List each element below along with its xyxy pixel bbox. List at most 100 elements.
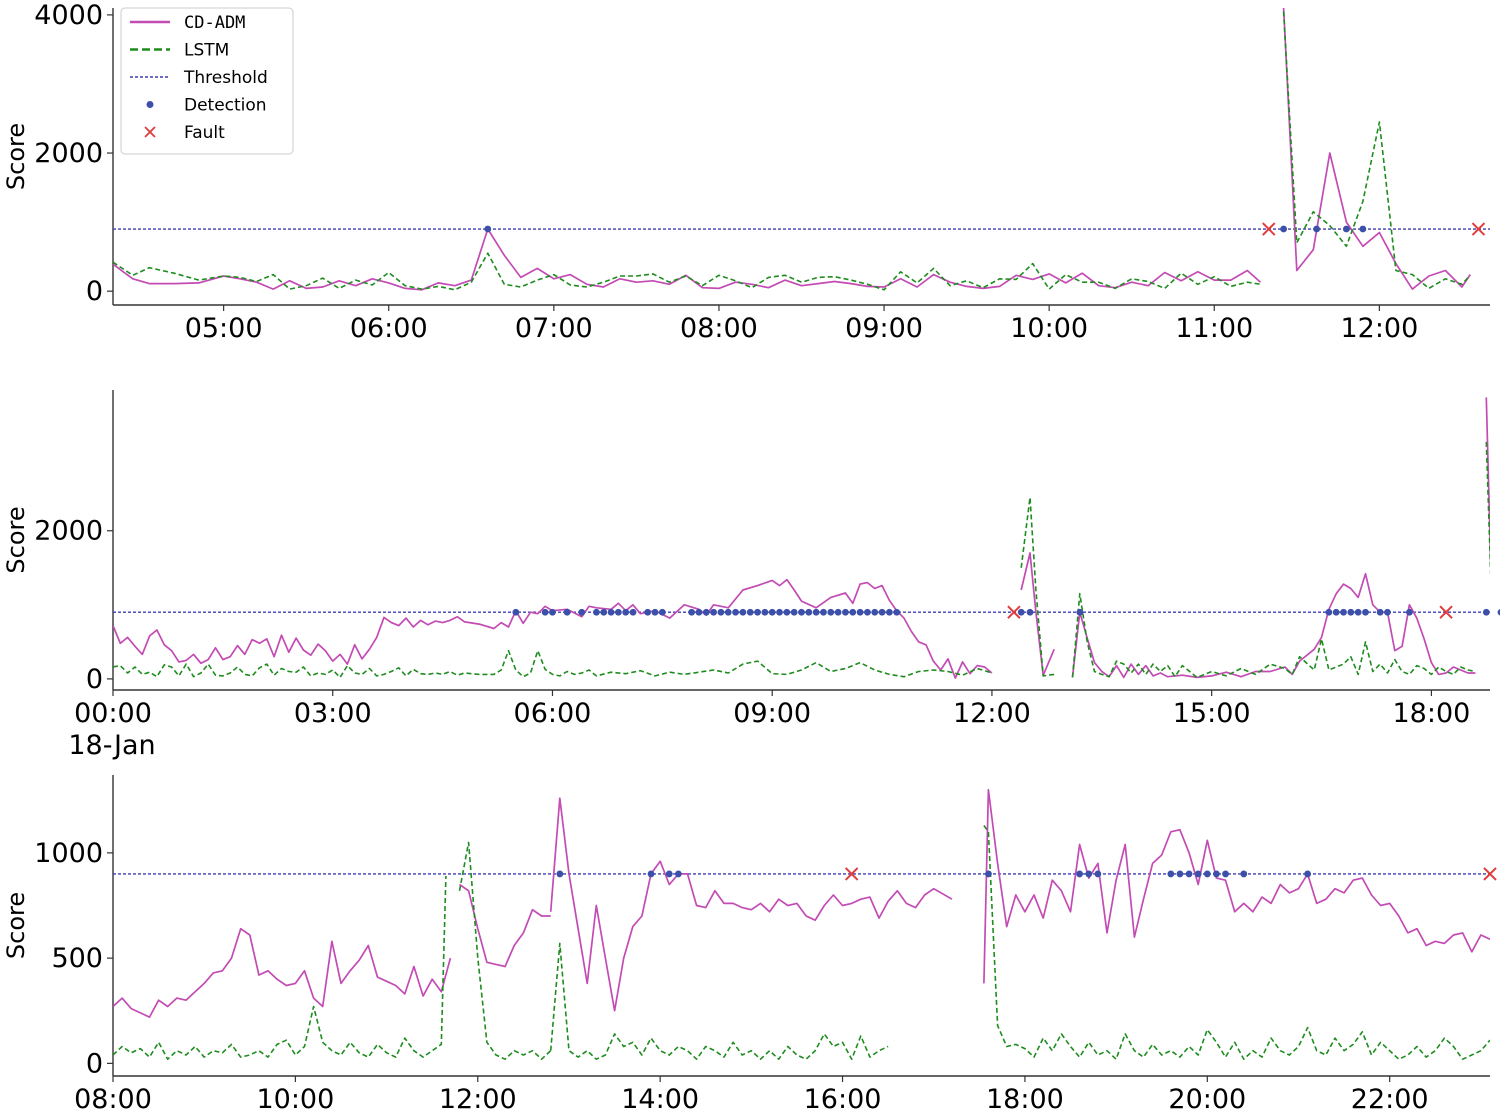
detection-point xyxy=(1347,608,1355,616)
detection-point xyxy=(644,608,652,616)
detection-point xyxy=(1194,870,1202,878)
plot-area xyxy=(113,8,1490,291)
detection-point xyxy=(1213,870,1220,878)
detection-point xyxy=(885,608,893,616)
detection-point xyxy=(1340,608,1347,616)
detection-point xyxy=(556,870,564,878)
detection-point xyxy=(674,870,682,878)
cd-adm-series-line xyxy=(983,788,1490,984)
detection-point xyxy=(798,608,805,616)
detection-point xyxy=(1076,608,1084,616)
detection-point xyxy=(1325,608,1333,616)
legend-label: Threshold xyxy=(183,68,268,88)
detection-point xyxy=(1313,225,1321,233)
x-tick-label: 10:00 xyxy=(256,1084,334,1111)
fault-marker xyxy=(1483,867,1497,881)
detection-point xyxy=(985,870,992,878)
detection-point xyxy=(629,608,637,616)
detection-point xyxy=(761,608,769,616)
x-tick-label: 00:00 xyxy=(74,698,152,729)
legend-label: CD-ADM xyxy=(184,13,245,33)
x-tick-label: 08:00 xyxy=(680,313,758,344)
detection-point xyxy=(1332,608,1340,616)
detection-point xyxy=(1185,870,1193,878)
panel-middle: 00:00 03:00 06:00 09:00 12:00 15:00 18:00 18-Ja… xyxy=(2,390,1500,761)
lstm-series-line xyxy=(113,875,447,1060)
detection-point xyxy=(893,608,901,616)
x-tick-label: 20:00 xyxy=(1168,1084,1246,1111)
detection-point xyxy=(578,608,586,616)
detection-point xyxy=(710,608,718,616)
detection-point xyxy=(614,608,622,616)
detection-point xyxy=(695,608,703,616)
lstm-series-line xyxy=(983,825,1490,1060)
detection-point xyxy=(665,870,673,878)
detection-point xyxy=(827,608,835,616)
lstm-series-line xyxy=(1282,11,1471,290)
detection-point xyxy=(776,608,783,616)
detection-point xyxy=(1240,870,1248,878)
cd-adm-series-line xyxy=(113,578,993,679)
y-tick-label: 2000 xyxy=(34,138,103,169)
fault-marker xyxy=(1007,605,1021,619)
cd-adm-series-line xyxy=(1485,397,1490,570)
detection-point xyxy=(849,608,857,616)
fault-marker xyxy=(844,867,859,881)
detection-point xyxy=(842,608,849,616)
detection-point xyxy=(607,608,615,616)
detection-point xyxy=(1384,608,1391,616)
y-axis-label: Score xyxy=(2,123,30,190)
legend-item: LSTM xyxy=(130,41,229,61)
panel-bottom: 08:00 10:00 12:00 14:00 16:00 18:00 20:00 22:00… xyxy=(2,775,1497,1111)
detection-point xyxy=(783,608,791,616)
detection-point xyxy=(702,608,710,616)
lstm-series-line xyxy=(113,649,993,679)
x-tick-label: 05:00 xyxy=(185,313,263,344)
cd-adm-series-line xyxy=(113,228,1262,291)
legend-swatch xyxy=(146,101,154,108)
detection-point xyxy=(593,608,600,616)
y-tick-label: 500 xyxy=(51,943,103,974)
x-tick-label: 12:00 xyxy=(1340,313,1418,344)
detection-point xyxy=(1497,608,1500,616)
detection-point xyxy=(1406,608,1413,616)
detection-point xyxy=(856,608,864,616)
detection-point xyxy=(1359,225,1367,233)
y-tick-label: 0 xyxy=(86,1048,103,1079)
x-tick-label: 07:00 xyxy=(515,313,593,344)
detection-point xyxy=(1085,870,1093,878)
legend-label: Fault xyxy=(184,123,225,143)
lstm-series-line xyxy=(549,942,889,1060)
detection-point xyxy=(1304,870,1312,878)
y-tick-label: 0 xyxy=(86,276,103,307)
legend-label: Detection xyxy=(184,96,267,116)
x-tick-label: 09:00 xyxy=(845,313,923,344)
detection-point xyxy=(1203,870,1211,878)
detection-point xyxy=(1376,608,1384,616)
lstm-series-line xyxy=(113,252,1261,291)
x-tick-label: 08:00 xyxy=(74,1084,152,1111)
y-tick-label: 4000 xyxy=(34,0,103,31)
x-tick-label: 12:00 xyxy=(439,1084,517,1111)
legend-box xyxy=(120,7,294,155)
legend-item: Threshold xyxy=(130,68,268,88)
panel-top: 05:00 06:00 07:00 08:00 09:00 10:00 11:00 12:00… xyxy=(2,0,1490,344)
lstm-series-line xyxy=(458,841,552,1060)
y-tick-label: 0 xyxy=(86,664,103,695)
x-tick-label: 11:00 xyxy=(1175,313,1253,344)
detection-point xyxy=(549,608,556,616)
x-tick-label: 06:00 xyxy=(514,698,592,729)
detection-point xyxy=(1026,608,1034,616)
fault-marker xyxy=(1439,605,1453,619)
x-tick-label: 18:00 xyxy=(986,1084,1064,1111)
cd-adm-series-line xyxy=(549,797,953,1012)
detection-point xyxy=(768,608,776,616)
x-tick-label: 22:00 xyxy=(1351,1084,1429,1111)
detection-point xyxy=(834,608,842,616)
y-tick-label: 1000 xyxy=(34,838,103,869)
detection-point xyxy=(1222,870,1229,878)
lstm-series-line xyxy=(1020,496,1055,677)
detection-point xyxy=(1354,608,1362,616)
legend-item: Fault xyxy=(144,123,225,143)
